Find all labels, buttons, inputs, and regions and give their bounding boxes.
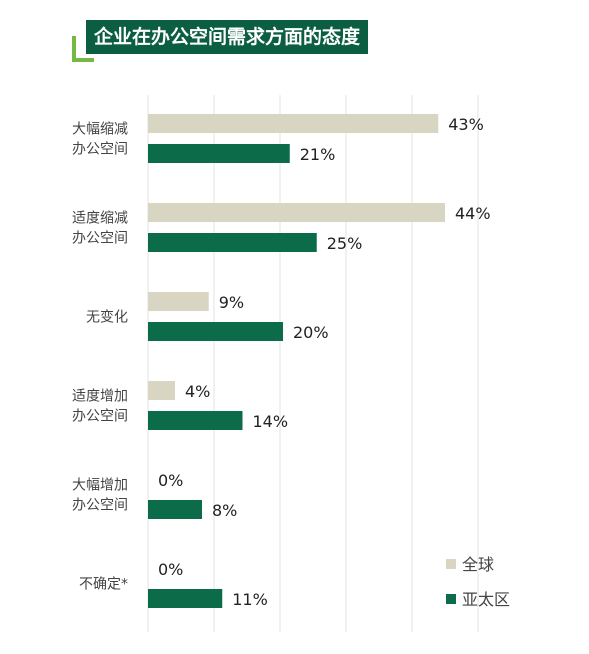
category-label-line: 大幅增加 [72, 478, 128, 494]
data-label: 11% [232, 590, 268, 609]
data-label: 9% [219, 293, 244, 312]
category-label-line: 办公空间 [72, 409, 128, 425]
category-label-line: 办公空间 [72, 231, 128, 247]
category-label-line: 大幅缩减 [72, 122, 128, 138]
category-label: 无变化 [86, 310, 128, 326]
bar-apac [148, 411, 243, 430]
data-label: 4% [185, 382, 210, 401]
category-label-line: 办公空间 [72, 498, 128, 514]
bar-apac [148, 144, 290, 163]
title-decoration [72, 36, 94, 62]
data-label: 43% [448, 115, 484, 134]
category-label: 大幅增加办公空间 [72, 478, 128, 514]
data-label: 21% [300, 145, 336, 164]
legend-label: 全球 [462, 555, 494, 574]
bar-global [148, 114, 439, 133]
bar-global [148, 292, 209, 311]
legend-label: 亚太区 [462, 590, 510, 609]
bar-global [148, 381, 175, 400]
bar-apac [148, 322, 283, 341]
bar-apac [148, 589, 223, 608]
grid-lines [147, 95, 479, 632]
legend-swatch [446, 559, 456, 569]
data-label: 14% [253, 412, 289, 431]
data-label: 0% [158, 560, 183, 579]
legend-swatch [446, 594, 456, 604]
category-label-line: 适度缩减 [72, 211, 128, 227]
data-label: 8% [212, 501, 237, 520]
category-label-line: 办公空间 [72, 142, 128, 158]
labels: 大幅缩减办公空间43%21%适度缩减办公空间44%25%无变化9%20%适度增加… [72, 115, 491, 609]
data-label: 20% [293, 323, 329, 342]
category-label: 大幅缩减办公空间 [72, 122, 128, 158]
bars [148, 114, 445, 608]
category-label: 不确定* [79, 577, 128, 593]
bar-apac [148, 233, 317, 252]
bar-apac [148, 500, 202, 519]
data-label: 25% [327, 234, 363, 253]
data-label: 0% [158, 471, 183, 490]
bar-global [148, 203, 445, 222]
category-label-line: 无变化 [86, 310, 128, 326]
data-label: 44% [455, 204, 491, 223]
chart-title: 企业在办公空间需求方面的态度 [86, 20, 369, 54]
category-label: 适度增加办公空间 [72, 389, 128, 425]
category-label: 适度缩减办公空间 [72, 211, 128, 247]
category-label-line: 不确定* [79, 577, 128, 593]
category-label-line: 适度增加 [72, 389, 128, 405]
